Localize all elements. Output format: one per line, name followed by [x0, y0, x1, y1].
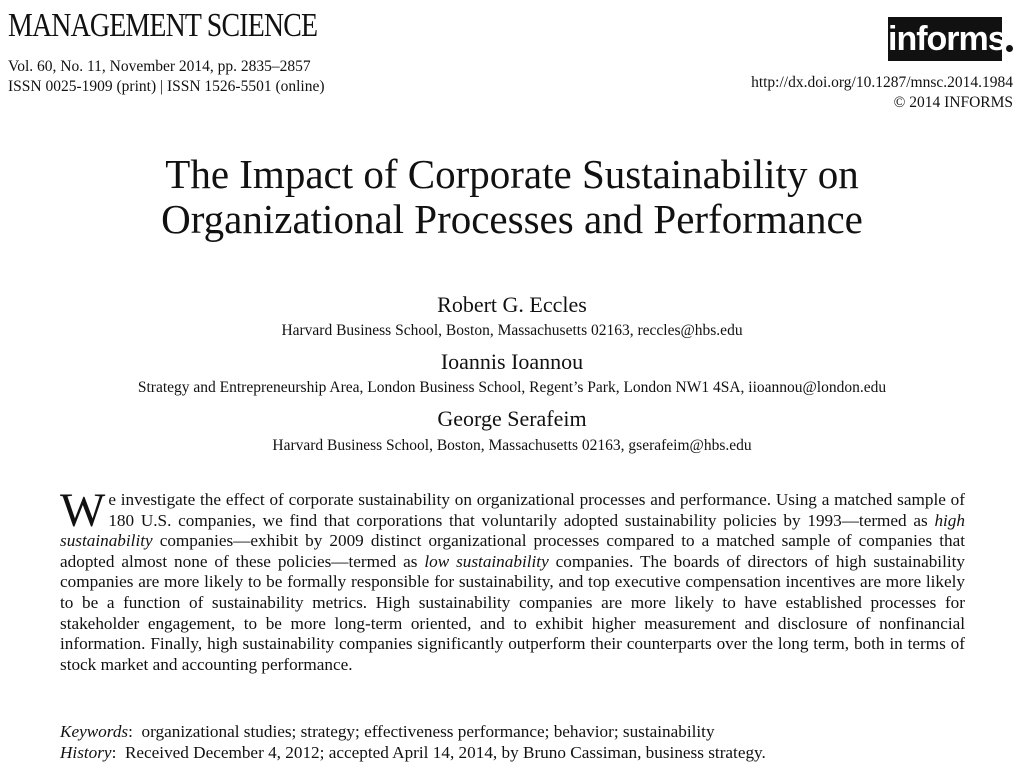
logo-dot	[1006, 45, 1013, 52]
doi-link[interactable]: http://dx.doi.org/10.1287/mnsc.2014.1984	[751, 74, 1013, 91]
author-affiliation: Strategy and Entrepreneurship Area, Lond…	[137, 379, 887, 396]
keywords-label: Keywords	[60, 722, 129, 741]
title-line-1: The Impact of Corporate Sustainability o…	[165, 151, 859, 197]
keywords: Keywords: organizational studies; strate…	[60, 722, 715, 741]
journal-name: MANAGEMENT SCIENCE	[8, 7, 318, 44]
title-line-2: Organizational Processes and Performance	[161, 196, 863, 242]
abstract-text: e investigate the effect of corporate su…	[108, 490, 965, 530]
author-affiliation: Harvard Business School, Boston, Massach…	[272, 437, 752, 454]
history: History: Received December 4, 2012; acce…	[60, 743, 766, 762]
informs-logo: informs	[888, 17, 1007, 61]
paper-title: The Impact of Corporate Sustainability o…	[0, 152, 1024, 242]
abstract-text: companies. The boards of directors of hi…	[60, 551, 965, 674]
abstract-emphasis: low sustainability	[424, 551, 549, 571]
keywords-text: organizational studies; strategy; effect…	[141, 722, 715, 741]
copyright: © 2014 INFORMS	[893, 94, 1013, 111]
abstract-text: companies—exhibit by 2009 distinct organ…	[60, 531, 965, 571]
issn-info: ISSN 0025-1909 (print) | ISSN 1526-5501 …	[8, 78, 325, 95]
author-name: George Serafeim	[437, 406, 587, 431]
volume-info: Vol. 60, No. 11, November 2014, pp. 2835…	[8, 58, 311, 75]
author-name: Robert G. Eccles	[437, 292, 587, 317]
history-label: History	[60, 743, 112, 762]
history-text: Received December 4, 2012; accepted Apri…	[124, 743, 766, 762]
abstract-dropcap: W	[60, 484, 106, 537]
author-name: Ioannis Ioannou	[440, 349, 584, 374]
abstract-emphasis: high sustainability	[60, 510, 965, 551]
author-affiliation: Harvard Business School, Boston, Massach…	[281, 322, 743, 339]
